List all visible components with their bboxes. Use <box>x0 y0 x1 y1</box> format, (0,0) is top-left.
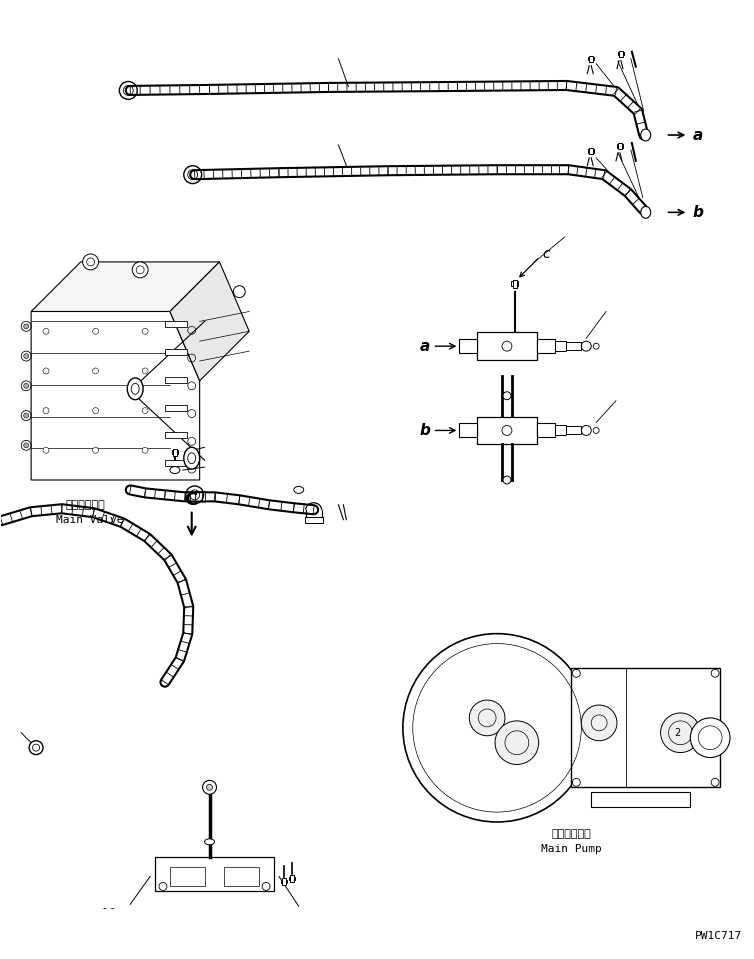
Ellipse shape <box>184 447 200 469</box>
Circle shape <box>495 721 538 764</box>
Bar <box>590 148 593 154</box>
Circle shape <box>469 700 505 736</box>
Text: Main Valve: Main Valve <box>56 515 124 525</box>
Circle shape <box>203 781 216 794</box>
Circle shape <box>503 392 511 400</box>
Text: b: b <box>420 423 431 438</box>
Ellipse shape <box>641 206 651 219</box>
Circle shape <box>83 254 99 269</box>
Circle shape <box>93 328 99 335</box>
Ellipse shape <box>294 486 304 493</box>
Circle shape <box>93 408 99 413</box>
Bar <box>165 377 187 383</box>
Bar <box>511 282 519 286</box>
Circle shape <box>143 408 148 413</box>
Circle shape <box>93 368 99 374</box>
Bar <box>155 856 274 891</box>
Circle shape <box>93 447 99 454</box>
Polygon shape <box>31 262 219 312</box>
Bar <box>588 150 594 152</box>
Circle shape <box>691 718 730 758</box>
Bar <box>173 449 177 456</box>
Bar <box>590 56 593 61</box>
Circle shape <box>661 713 700 753</box>
Text: - -: - - <box>103 903 115 913</box>
Circle shape <box>23 413 29 418</box>
Text: PW1C717: PW1C717 <box>695 931 743 941</box>
Bar <box>572 668 720 787</box>
Bar <box>477 332 537 360</box>
Circle shape <box>403 634 591 822</box>
Circle shape <box>143 447 148 454</box>
Bar <box>172 451 178 455</box>
Circle shape <box>143 368 148 374</box>
Ellipse shape <box>170 467 179 474</box>
Circle shape <box>43 368 49 374</box>
Circle shape <box>581 705 617 740</box>
Circle shape <box>23 354 29 359</box>
Bar <box>619 51 623 57</box>
Bar <box>170 867 204 886</box>
Text: C: C <box>184 491 197 509</box>
Bar <box>165 321 187 327</box>
Bar <box>225 867 259 886</box>
Bar <box>537 339 554 353</box>
Bar <box>290 876 293 881</box>
Bar <box>554 426 566 435</box>
Bar <box>477 416 537 444</box>
Circle shape <box>572 779 581 786</box>
Bar <box>591 792 691 807</box>
Circle shape <box>23 443 29 448</box>
Circle shape <box>711 669 719 677</box>
Circle shape <box>43 447 49 454</box>
Circle shape <box>503 476 511 484</box>
Circle shape <box>43 408 49 413</box>
Text: メインバルブ: メインバルブ <box>66 500 106 510</box>
Bar <box>537 424 554 437</box>
Ellipse shape <box>127 378 143 400</box>
Bar <box>459 424 477 437</box>
Ellipse shape <box>204 839 215 845</box>
Bar <box>459 339 477 353</box>
Bar <box>588 57 594 60</box>
Circle shape <box>23 384 29 388</box>
Circle shape <box>711 779 719 786</box>
Polygon shape <box>170 262 250 381</box>
Circle shape <box>132 262 148 278</box>
Text: Main Pump: Main Pump <box>541 844 602 854</box>
Circle shape <box>23 324 29 329</box>
Bar <box>305 517 323 523</box>
Bar <box>281 879 287 883</box>
Circle shape <box>502 426 512 435</box>
Circle shape <box>207 784 213 790</box>
Text: メインポンプ: メインポンプ <box>551 829 591 839</box>
Circle shape <box>262 882 270 890</box>
Bar <box>165 405 187 410</box>
Bar <box>165 349 187 355</box>
Polygon shape <box>31 312 200 480</box>
Bar <box>618 144 623 148</box>
Bar <box>165 460 187 466</box>
Circle shape <box>43 328 49 335</box>
Bar <box>289 877 295 880</box>
Bar <box>554 341 566 351</box>
Ellipse shape <box>29 740 43 755</box>
Text: c: c <box>543 247 550 261</box>
Bar <box>618 143 622 149</box>
Ellipse shape <box>641 129 651 141</box>
Circle shape <box>143 328 148 335</box>
Bar <box>618 52 624 56</box>
Text: b: b <box>692 205 703 220</box>
Circle shape <box>572 669 581 677</box>
Text: a: a <box>420 339 430 354</box>
Bar <box>165 433 187 438</box>
Bar <box>513 280 517 288</box>
Bar <box>282 878 286 884</box>
Text: a: a <box>692 128 703 143</box>
Bar <box>566 342 581 350</box>
Text: 2: 2 <box>674 728 681 737</box>
Bar <box>566 427 581 434</box>
Circle shape <box>159 882 167 890</box>
